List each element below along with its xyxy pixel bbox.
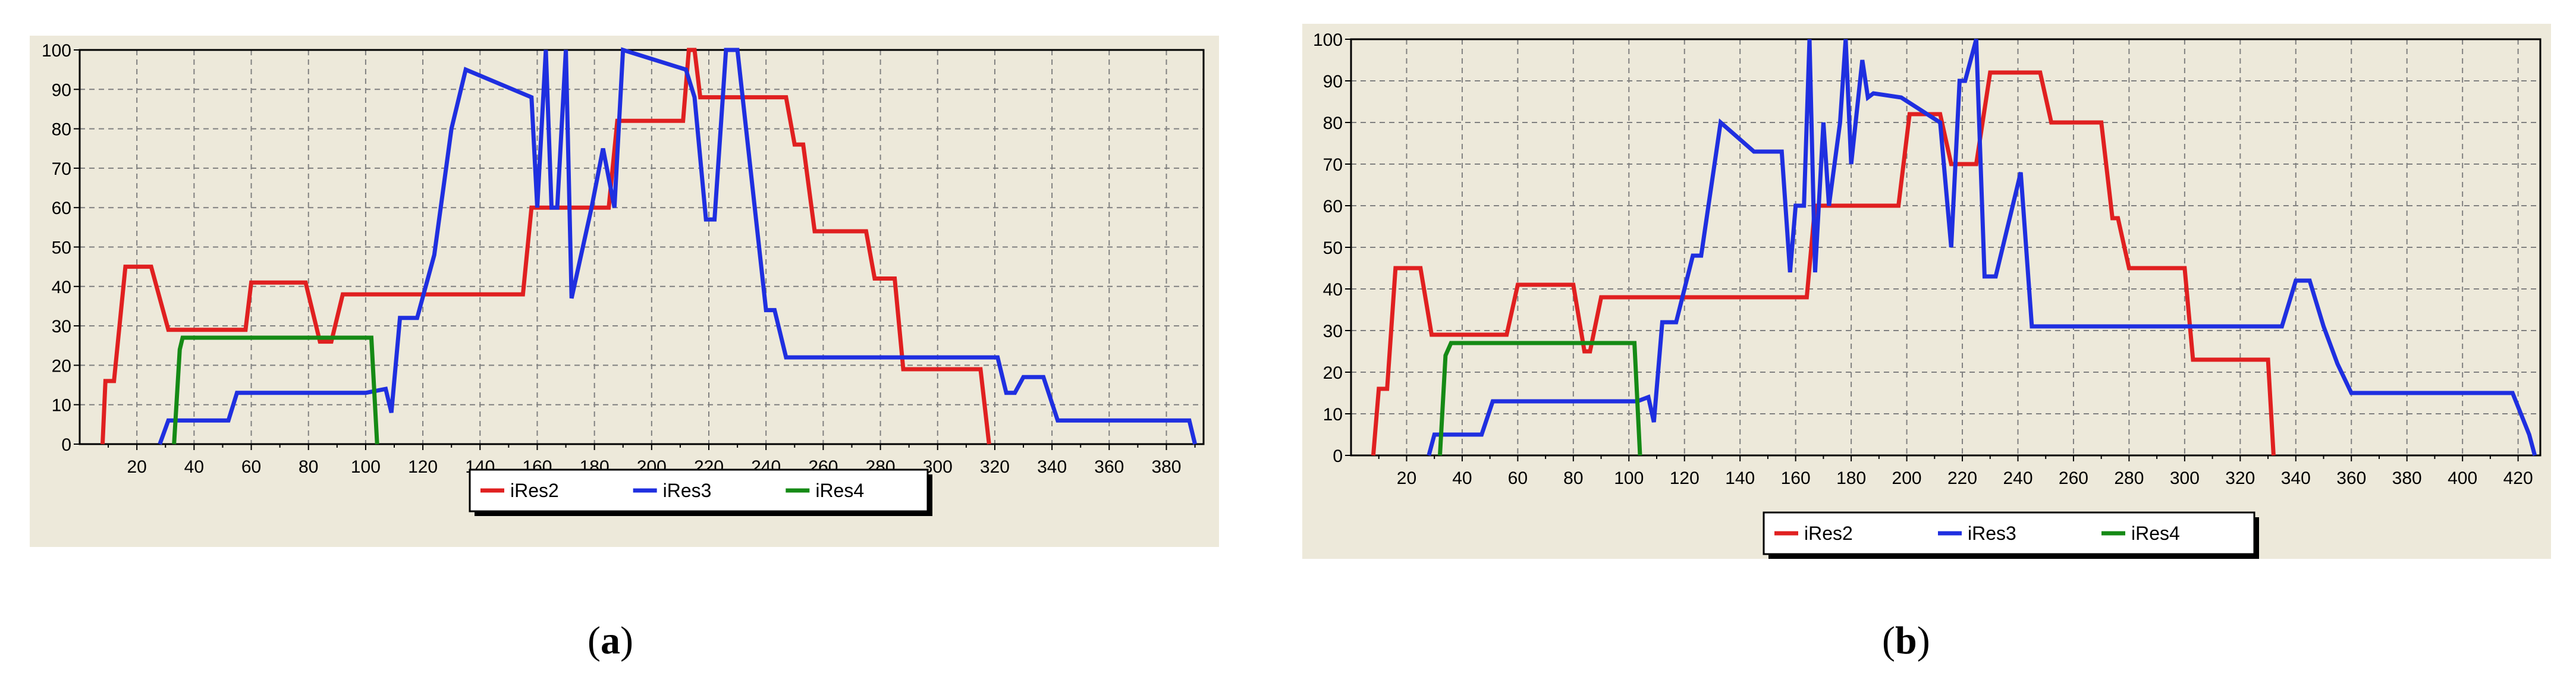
x-tick-label: 100 [351,457,381,477]
y-tick-label: 50 [52,238,71,258]
legend-box [1763,511,2255,555]
legend-box [469,468,929,512]
y-tick-label: 10 [52,396,71,416]
y-tick-label: 90 [52,80,71,100]
x-tick-label: 380 [1151,457,1181,477]
y-tick-label: 10 [1323,405,1343,424]
x-tick-label: 320 [2225,468,2255,488]
x-tick-label: 160 [1781,468,1811,488]
y-tick-label: 50 [1323,238,1343,258]
x-tick-label: 300 [2170,468,2200,488]
y-tick-label: 80 [52,120,71,140]
x-tick-label: 360 [2336,468,2366,488]
x-tick-label: 20 [1397,468,1416,488]
y-tick-label: 20 [1323,363,1343,383]
series-line-iRes4 [1438,341,1642,456]
x-tick-label: 80 [299,457,318,477]
legend-label-iRes3: iRes3 [1968,523,2016,544]
y-tick-label: 40 [1323,280,1343,300]
x-tick-label: 40 [184,457,204,477]
y-tick-label: 70 [52,159,71,179]
series-line-iRes4 [172,335,379,445]
plot-frame [78,49,1205,445]
x-tick-label: 180 [1836,468,1866,488]
x-tick-label: 120 [408,457,438,477]
y-tick-label: 40 [52,278,71,297]
x-tick-label: 40 [1452,468,1472,488]
y-tick-label: 100 [1313,30,1343,50]
x-tick-label: 140 [1725,468,1755,488]
caption-b: (b) [1882,618,1930,663]
legend-label-iRes4: iRes4 [815,480,864,501]
x-tick-label: 340 [1037,457,1067,477]
x-tick-label: 80 [1563,468,1583,488]
y-tick-label: 0 [1333,446,1343,466]
chart-b: 20 40 60 80 100 120 140 160 180 200 220 240 260 280 30… [1302,24,2551,559]
series-line-iRes2 [100,48,991,445]
y-tick-label: 80 [1323,114,1343,133]
caption-a: (a) [588,618,633,663]
legend-label-iRes2: iRes2 [1804,523,1853,544]
x-tick-label: 60 [1508,468,1528,488]
x-tick-label: 200 [1892,468,1922,488]
chart-a: 20 40 60 80 100 120 140 160 180 200 220 240 260 280 30… [30,36,1219,547]
y-tick-label: 20 [52,356,71,376]
y-tick-label: 60 [52,199,71,218]
y-tick-label: 30 [52,317,71,337]
series-line-iRes3 [1427,39,2537,456]
caption-b-close: ) [1917,619,1930,662]
series-line-iRes2 [1371,70,2276,456]
caption-a-open: ( [588,619,601,662]
legend-label-iRes3: iRes3 [663,480,712,501]
x-tick-label: 360 [1094,457,1124,477]
x-tick-label: 420 [2503,468,2533,488]
x-tick-label: 120 [1670,468,1699,488]
caption-b-letter: b [1895,619,1917,662]
x-tick-label: 100 [1614,468,1644,488]
x-tick-label: 320 [980,457,1010,477]
y-tick-label: 100 [42,41,71,61]
x-tick-label: 400 [2448,468,2477,488]
y-tick-label: 0 [61,435,71,455]
x-tick-label: 380 [2392,468,2422,488]
caption-b-open: ( [1882,619,1895,662]
caption-a-close: ) [620,619,633,662]
caption-a-letter: a [600,619,620,662]
x-tick-label: 280 [2114,468,2144,488]
x-tick-label: 240 [2003,468,2032,488]
legend-label-iRes4: iRes4 [2131,523,2180,544]
plot-frame [1350,38,2542,457]
y-tick-label: 70 [1323,155,1343,175]
y-tick-label: 30 [1323,322,1343,341]
series-line-iRes3 [158,47,1198,445]
y-tick-label: 90 [1323,72,1343,92]
legend-label-iRes2: iRes2 [510,480,559,501]
x-tick-label: 60 [241,457,261,477]
x-tick-label: 340 [2281,468,2311,488]
y-tick-label: 60 [1323,197,1343,216]
x-tick-label: 220 [1947,468,1977,488]
x-tick-label: 20 [127,457,146,477]
x-tick-label: 260 [2059,468,2088,488]
